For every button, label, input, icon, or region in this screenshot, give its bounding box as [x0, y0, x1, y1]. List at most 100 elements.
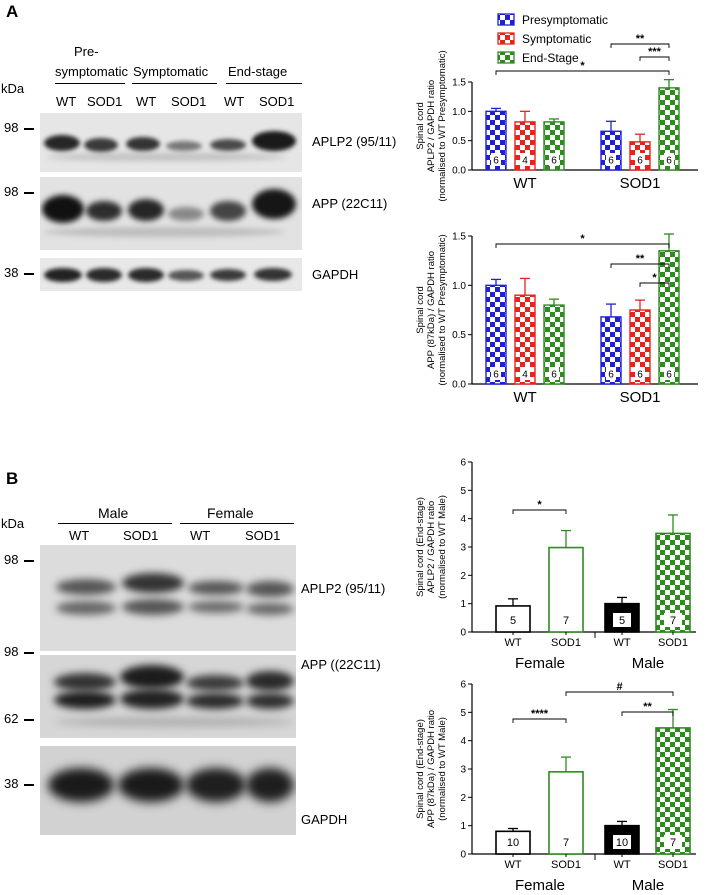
n-label-bg	[635, 153, 645, 166]
lane-label: SOD1	[245, 528, 281, 543]
n-label-bg	[635, 367, 645, 380]
n-label-bg	[664, 613, 682, 627]
bar	[655, 727, 691, 855]
x-group-label: Female	[515, 655, 565, 672]
n-label: 6	[493, 370, 499, 381]
blot-gapdh-a	[40, 258, 302, 291]
marker-98: 98	[4, 120, 19, 135]
n-label: 6	[637, 156, 643, 167]
chart-aplp2-stage: 0.0 0.5 1.0 1.5 Spinal cord APLP2 / GAPDH rat…	[415, 13, 698, 202]
y-axis-title: (normalised to WT Presymptomatic)	[437, 234, 448, 385]
group-female: Female	[207, 505, 254, 521]
n-label: 5	[510, 615, 516, 627]
n-label-bg	[613, 613, 631, 627]
n-label: 7	[670, 837, 676, 849]
lane-label: WT	[56, 94, 77, 109]
panel-a-letter: A	[6, 2, 19, 21]
n-label: 10	[507, 837, 519, 849]
significance-label: *	[652, 272, 657, 284]
significance-bracket	[512, 509, 567, 514]
y-tick-label: 4	[460, 514, 466, 525]
y-axis-title: APP (87kDa) / GAPDH ratio	[426, 710, 437, 828]
significance-label: **	[636, 253, 645, 265]
significance-label: *	[537, 499, 542, 511]
n-label-bg	[520, 367, 530, 380]
n-label-bg	[664, 153, 674, 166]
x-category-label: SOD1	[551, 637, 581, 649]
n-label: 6	[637, 370, 643, 381]
x-category-label: WT	[513, 389, 536, 406]
n-label: 7	[563, 615, 569, 627]
marker-38: 38	[4, 265, 19, 280]
n-label-bg	[606, 367, 616, 380]
x-group-label: Male	[632, 655, 665, 672]
group-presymptomatic-line1: Pre-	[74, 44, 99, 59]
significance-bracket	[495, 70, 670, 75]
y-tick-label: 0.5	[452, 330, 466, 341]
y-tick-label: 0.0	[452, 166, 466, 177]
n-label-bg	[491, 367, 501, 380]
x-category-label: SOD1	[551, 859, 581, 871]
legend-label: Symptomatic	[522, 32, 591, 46]
y-axis-title: APLP2 / GAPDH ratio	[426, 501, 437, 593]
y-tick-label: 0.5	[452, 136, 466, 147]
marker-98: 98	[4, 552, 19, 567]
chart-app-stage: 0.0 0.5 1.0 1.5 Spinal cord APP (87kDa) / GAP…	[415, 232, 698, 406]
y-tick-label: 0.0	[452, 380, 466, 391]
legend-swatch	[497, 51, 515, 64]
y-tick-label: 0	[460, 628, 466, 639]
n-label-bg	[504, 835, 522, 849]
blot-aplp2-b	[40, 545, 296, 651]
underline-female	[180, 523, 294, 524]
marker-98: 98	[4, 184, 19, 199]
panel-b-letter: B	[6, 469, 19, 488]
significance-bracket	[495, 243, 670, 248]
significance-bracket	[610, 263, 670, 268]
underline-presymptomatic	[55, 83, 125, 84]
lane-label: WT	[69, 528, 90, 543]
lane-label: WT	[190, 528, 211, 543]
kda-label: kDa	[1, 516, 25, 531]
y-axis-title: (normalised to WT Male)	[437, 717, 448, 821]
n-label: 7	[670, 615, 676, 627]
legend-swatch	[497, 32, 515, 45]
y-tick-label: 0	[460, 850, 466, 861]
bar	[485, 284, 507, 385]
marker-tick	[24, 652, 34, 654]
y-axis-title: Spinal cord	[415, 286, 426, 334]
n-label: 6	[608, 370, 614, 381]
n-label: 6	[493, 156, 499, 167]
significance-label: #	[616, 681, 622, 693]
n-label: 6	[666, 156, 672, 167]
n-label-bg	[557, 613, 575, 627]
y-tick-label: 1.0	[452, 281, 466, 292]
blot-label-gapdh: GAPDH	[312, 267, 359, 282]
n-label: 10	[616, 837, 628, 849]
n-label-bg	[549, 367, 559, 380]
significance-label: ***	[648, 46, 662, 58]
y-axis-title: APP (87kDa) / GAPDH ratio	[426, 251, 437, 369]
group-endstage: End-stage	[228, 64, 288, 79]
n-label: 7	[563, 837, 569, 849]
group-male: Male	[98, 505, 129, 521]
marker-tick	[24, 560, 34, 562]
significance-bracket	[565, 691, 674, 696]
underline-endstage	[226, 83, 302, 84]
lane-label: WT	[136, 94, 157, 109]
n-label: 6	[551, 370, 557, 381]
lane-label: SOD1	[87, 94, 123, 109]
marker-tick	[24, 784, 34, 786]
marker-tick	[24, 192, 34, 194]
n-label-bg	[557, 835, 575, 849]
n-label-bg	[549, 153, 559, 166]
x-category-label: SOD1	[620, 175, 661, 192]
n-label: 4	[522, 370, 528, 381]
x-category-label: SOD1	[658, 859, 688, 871]
n-label-bg	[520, 153, 530, 166]
n-label: 5	[619, 615, 625, 627]
y-tick-label: 1	[460, 599, 466, 610]
lane-label: SOD1	[171, 94, 207, 109]
y-tick-label: 3	[460, 765, 466, 776]
n-label-bg	[504, 613, 522, 627]
lane-label: SOD1	[123, 528, 159, 543]
